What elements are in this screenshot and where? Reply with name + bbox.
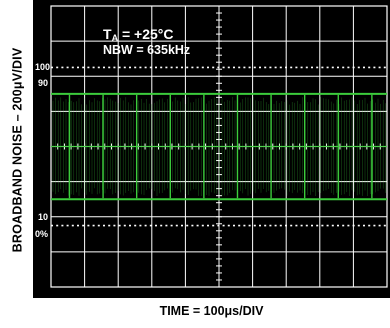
- noise-trace: [51, 92, 387, 201]
- marker-0: 0%: [35, 229, 49, 239]
- oscilloscope-plot: [33, 0, 390, 298]
- marker-100: 100: [35, 62, 51, 72]
- marker-10: 10: [38, 212, 49, 222]
- x-axis-label: TIME = 100μs/DIV: [159, 304, 264, 318]
- temperature-annotation: TA = +25°C: [103, 26, 174, 43]
- marker-90: 90: [38, 78, 49, 88]
- grid: [50, 5, 388, 288]
- bandwidth-annotation: NBW = 635kHz: [103, 43, 191, 57]
- plot-background: [33, 0, 390, 298]
